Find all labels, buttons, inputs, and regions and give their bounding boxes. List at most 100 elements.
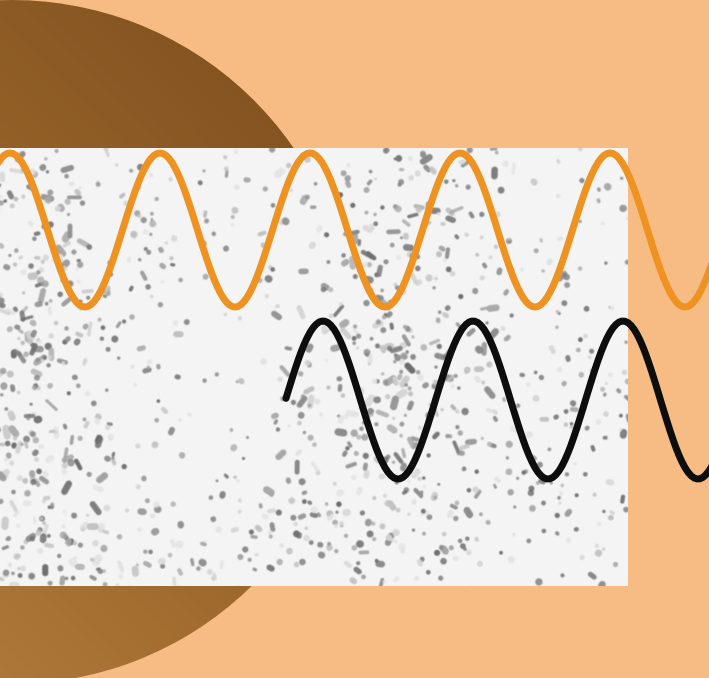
- speckle: [17, 328, 24, 335]
- speckle: [48, 299, 53, 303]
- speckle: [374, 177, 378, 181]
- speckle: [223, 473, 229, 479]
- speckle: [111, 451, 116, 458]
- speckle: [350, 429, 358, 437]
- speckle: [117, 356, 121, 360]
- speckle: [309, 512, 318, 519]
- speckle: [170, 263, 176, 267]
- speckle: [288, 497, 296, 505]
- speckle: [160, 279, 165, 284]
- speckle: [363, 394, 376, 408]
- speckle: [400, 548, 406, 554]
- speckle: [87, 321, 93, 337]
- speckle: [212, 572, 217, 580]
- speckle: [512, 532, 516, 537]
- speckle: [264, 293, 270, 299]
- speckle: [395, 507, 401, 513]
- speckle: [624, 259, 628, 265]
- speckle: [371, 521, 376, 526]
- speckle: [342, 508, 351, 517]
- speckle: [83, 421, 90, 429]
- speckle: [352, 341, 357, 346]
- speckle: [369, 336, 374, 341]
- speckle: [603, 392, 607, 397]
- speckle: [353, 451, 359, 456]
- speckle: [362, 224, 373, 234]
- speckle: [79, 523, 87, 531]
- speckle: [61, 361, 66, 366]
- speckle: [135, 563, 139, 567]
- speckle: [13, 196, 19, 202]
- speckle: [308, 540, 314, 545]
- speckle: [569, 400, 577, 407]
- speckle: [320, 286, 327, 293]
- speckle: [150, 513, 156, 519]
- speckle: [135, 484, 141, 490]
- speckle: [358, 550, 370, 555]
- speckle: [75, 563, 85, 571]
- speckle: [541, 269, 545, 273]
- speckle: [307, 403, 312, 408]
- speckle: [187, 412, 192, 417]
- speckle: [146, 365, 150, 369]
- speckle: [414, 279, 423, 286]
- speckle: [479, 512, 483, 517]
- speckle: [429, 166, 437, 175]
- speckle: [12, 306, 19, 313]
- speckle: [550, 348, 556, 354]
- speckle: [102, 582, 108, 586]
- speckle: [0, 297, 5, 304]
- speckle: [148, 549, 153, 555]
- speckle: [406, 400, 414, 411]
- speckle: [394, 205, 402, 213]
- speckle: [336, 489, 345, 497]
- speckle: [293, 530, 300, 538]
- speckle: [555, 310, 560, 314]
- speckle: [398, 167, 405, 172]
- speckle: [82, 358, 87, 366]
- speckle: [334, 524, 339, 529]
- speckle: [48, 333, 54, 339]
- speckle: [436, 212, 441, 216]
- speckle: [415, 370, 421, 375]
- speckle: [299, 558, 306, 566]
- speckle: [353, 566, 362, 575]
- speckle: [590, 444, 596, 452]
- speckle: [170, 501, 176, 507]
- speckle: [0, 302, 6, 309]
- speckle: [305, 194, 310, 200]
- speckle: [39, 516, 44, 521]
- speckle: [379, 345, 387, 354]
- speckle: [233, 475, 237, 479]
- speckle: [393, 282, 397, 287]
- speckle: [17, 337, 21, 341]
- speckle: [562, 273, 570, 281]
- speckle: [81, 288, 94, 294]
- speckle: [286, 547, 293, 555]
- speckle: [252, 567, 258, 572]
- speckle: [374, 422, 379, 427]
- speckle: [405, 350, 409, 354]
- speckle: [178, 418, 182, 422]
- speckle: [198, 558, 207, 567]
- speckle: [526, 538, 532, 544]
- speckle: [326, 544, 333, 551]
- speckle: [445, 433, 450, 439]
- speckle: [454, 500, 460, 506]
- speckle: [381, 315, 387, 320]
- speckle: [457, 386, 461, 390]
- speckle: [37, 287, 47, 304]
- speckle: [6, 190, 14, 200]
- speckle: [279, 365, 291, 378]
- speckle: [61, 480, 73, 495]
- speckle: [42, 523, 49, 536]
- speckle: [20, 442, 24, 446]
- speckle: [61, 469, 67, 475]
- speckle: [47, 306, 53, 315]
- speckle: [539, 416, 550, 422]
- speckle: [605, 478, 615, 486]
- speckle: [326, 513, 335, 522]
- speckle: [76, 279, 81, 284]
- speckle: [602, 435, 608, 440]
- speckle: [328, 313, 334, 319]
